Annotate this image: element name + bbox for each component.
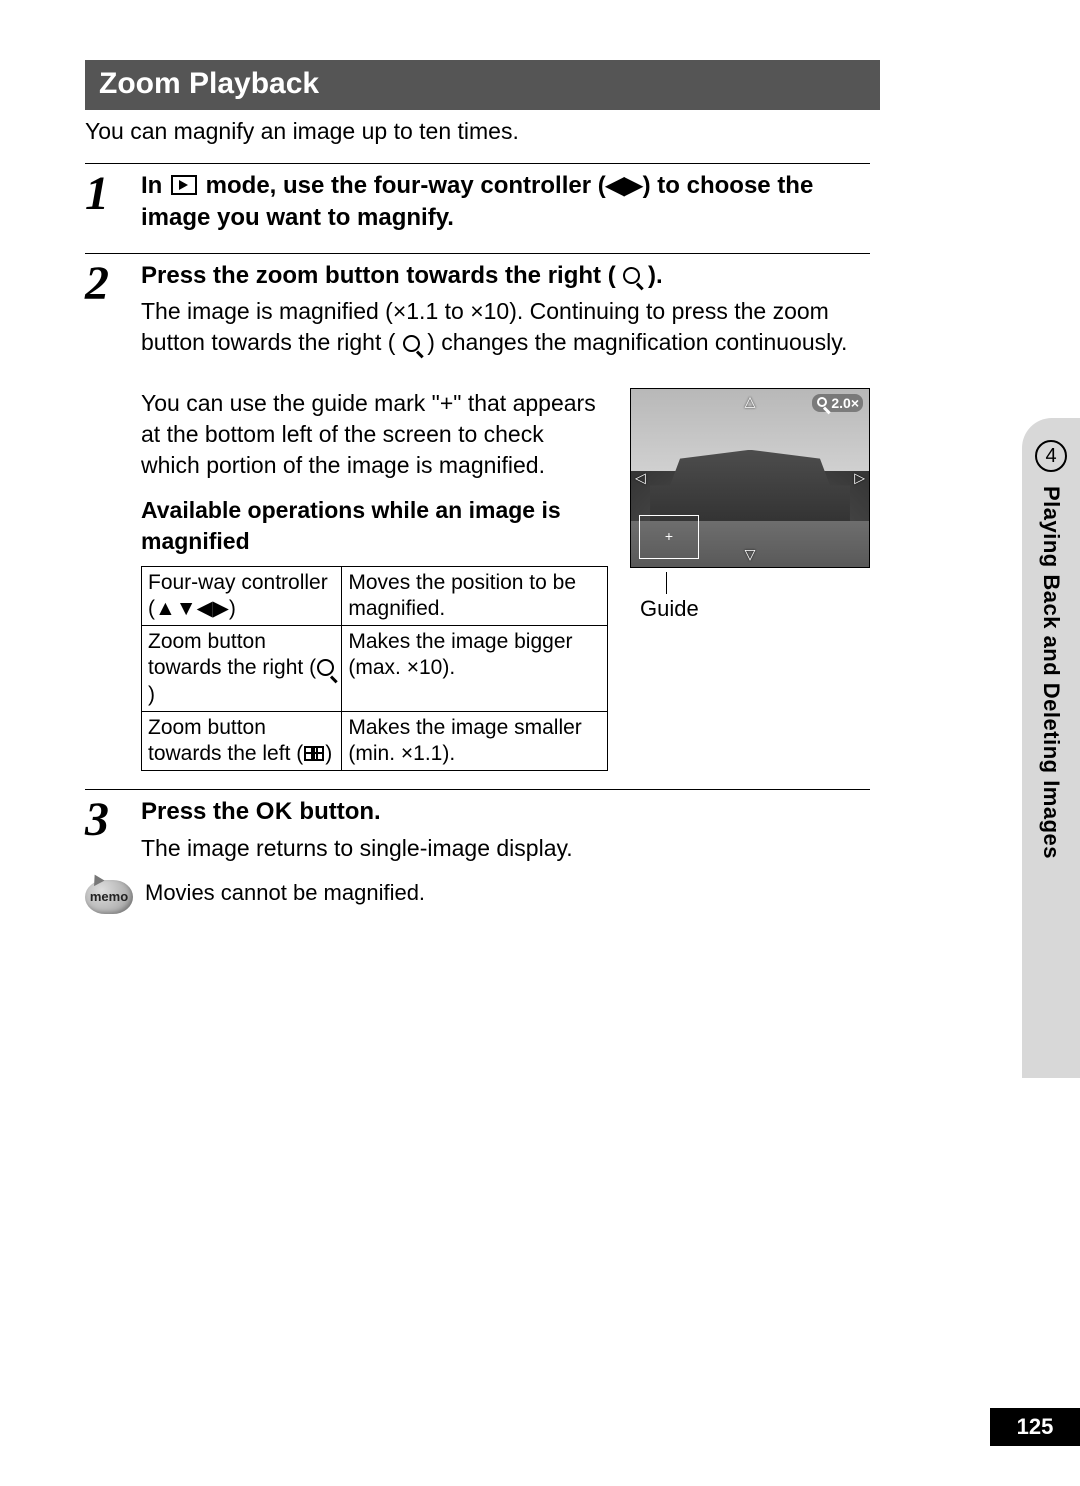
step-2-title: Press the zoom button towards the right … — [141, 260, 870, 292]
arrow-right-icon: ▷ — [854, 470, 865, 487]
guide-box — [639, 515, 699, 559]
cell-text: ) — [325, 742, 332, 765]
memo-icon: memo — [85, 880, 133, 914]
cell-text: Makes the image bigger (max. ×10). — [348, 630, 572, 679]
multi-image-icon — [304, 746, 324, 761]
cell-text: Makes the image smaller (min. ×1.1). — [348, 716, 581, 765]
arrow-up-icon: △ — [745, 393, 756, 410]
chapter-title: Playing Back and Deleting Images — [1038, 486, 1064, 859]
step-number: 2 — [85, 260, 141, 358]
zoom-indicator: 2.0× — [812, 394, 863, 412]
step-3: 3 Press the OK button. The image returns… — [85, 789, 870, 863]
section-title: Zoom Playback — [85, 60, 880, 110]
lcd-preview: △ ▽ ◁ ▷ 2.0× — [630, 388, 870, 568]
text: Press the — [141, 798, 256, 825]
text: ). — [648, 262, 663, 289]
cell-text: Four-way controller (▲▼◀▶) — [148, 571, 328, 620]
step-number: 1 — [85, 170, 141, 239]
cell-text: Zoom button towards the left ( — [148, 716, 303, 765]
guide-label: Guide — [640, 596, 870, 622]
ok-button-label: OK — [256, 798, 293, 825]
arrow-left-icon: ◁ — [635, 470, 646, 487]
chapter-tab: 4 Playing Back and Deleting Images — [1022, 418, 1080, 1078]
operations-subhead: Available operations while an image is m… — [141, 495, 608, 557]
magnify-icon — [403, 335, 420, 352]
table-row: Four-way controller (▲▼◀▶) Moves the pos… — [142, 566, 608, 626]
intro-text: You can magnify an image up to ten times… — [85, 118, 1000, 145]
text: mode, use the four-way controller (◀▶) t… — [141, 172, 813, 231]
memo-note: memo Movies cannot be magnified. — [85, 878, 870, 914]
text: Press the zoom button towards the right … — [141, 262, 616, 289]
step-3-desc: The image returns to single-image displa… — [141, 833, 870, 864]
text: button. — [299, 798, 380, 825]
table-row: Zoom button towards the right () Makes t… — [142, 626, 608, 712]
text: ) changes the magnification continuously… — [427, 329, 847, 355]
step-number: 3 — [85, 796, 141, 863]
guide-paragraph: You can use the guide mark "+" that appe… — [141, 388, 608, 481]
memo-text: Movies cannot be magnified. — [145, 878, 425, 906]
text: In — [141, 172, 169, 199]
cell-text: Zoom button towards the right ( — [148, 630, 316, 679]
playback-mode-icon — [171, 175, 197, 195]
step-3-title: Press the OK button. — [141, 796, 870, 828]
step-1-title: In mode, use the four-way controller (◀▶… — [141, 170, 870, 235]
magnify-icon — [317, 659, 334, 676]
cell-text: ) — [148, 683, 155, 706]
zoom-value: 2.0× — [831, 395, 859, 411]
chapter-number: 4 — [1035, 440, 1067, 472]
magnify-icon — [623, 267, 640, 284]
operations-table: Four-way controller (▲▼◀▶) Moves the pos… — [141, 566, 608, 772]
magnify-icon — [817, 397, 827, 407]
step-2: 2 Press the zoom button towards the righ… — [85, 253, 870, 358]
step-1: 1 In mode, use the four-way controller (… — [85, 163, 870, 239]
cell-text: Moves the position to be magnified. — [348, 571, 576, 620]
page-number: 125 — [990, 1408, 1080, 1446]
step-2-desc: The image is magnified (×1.1 to ×10). Co… — [141, 296, 870, 358]
table-row: Zoom button towards the left () Makes th… — [142, 711, 608, 771]
arrow-down-icon: ▽ — [745, 546, 756, 563]
